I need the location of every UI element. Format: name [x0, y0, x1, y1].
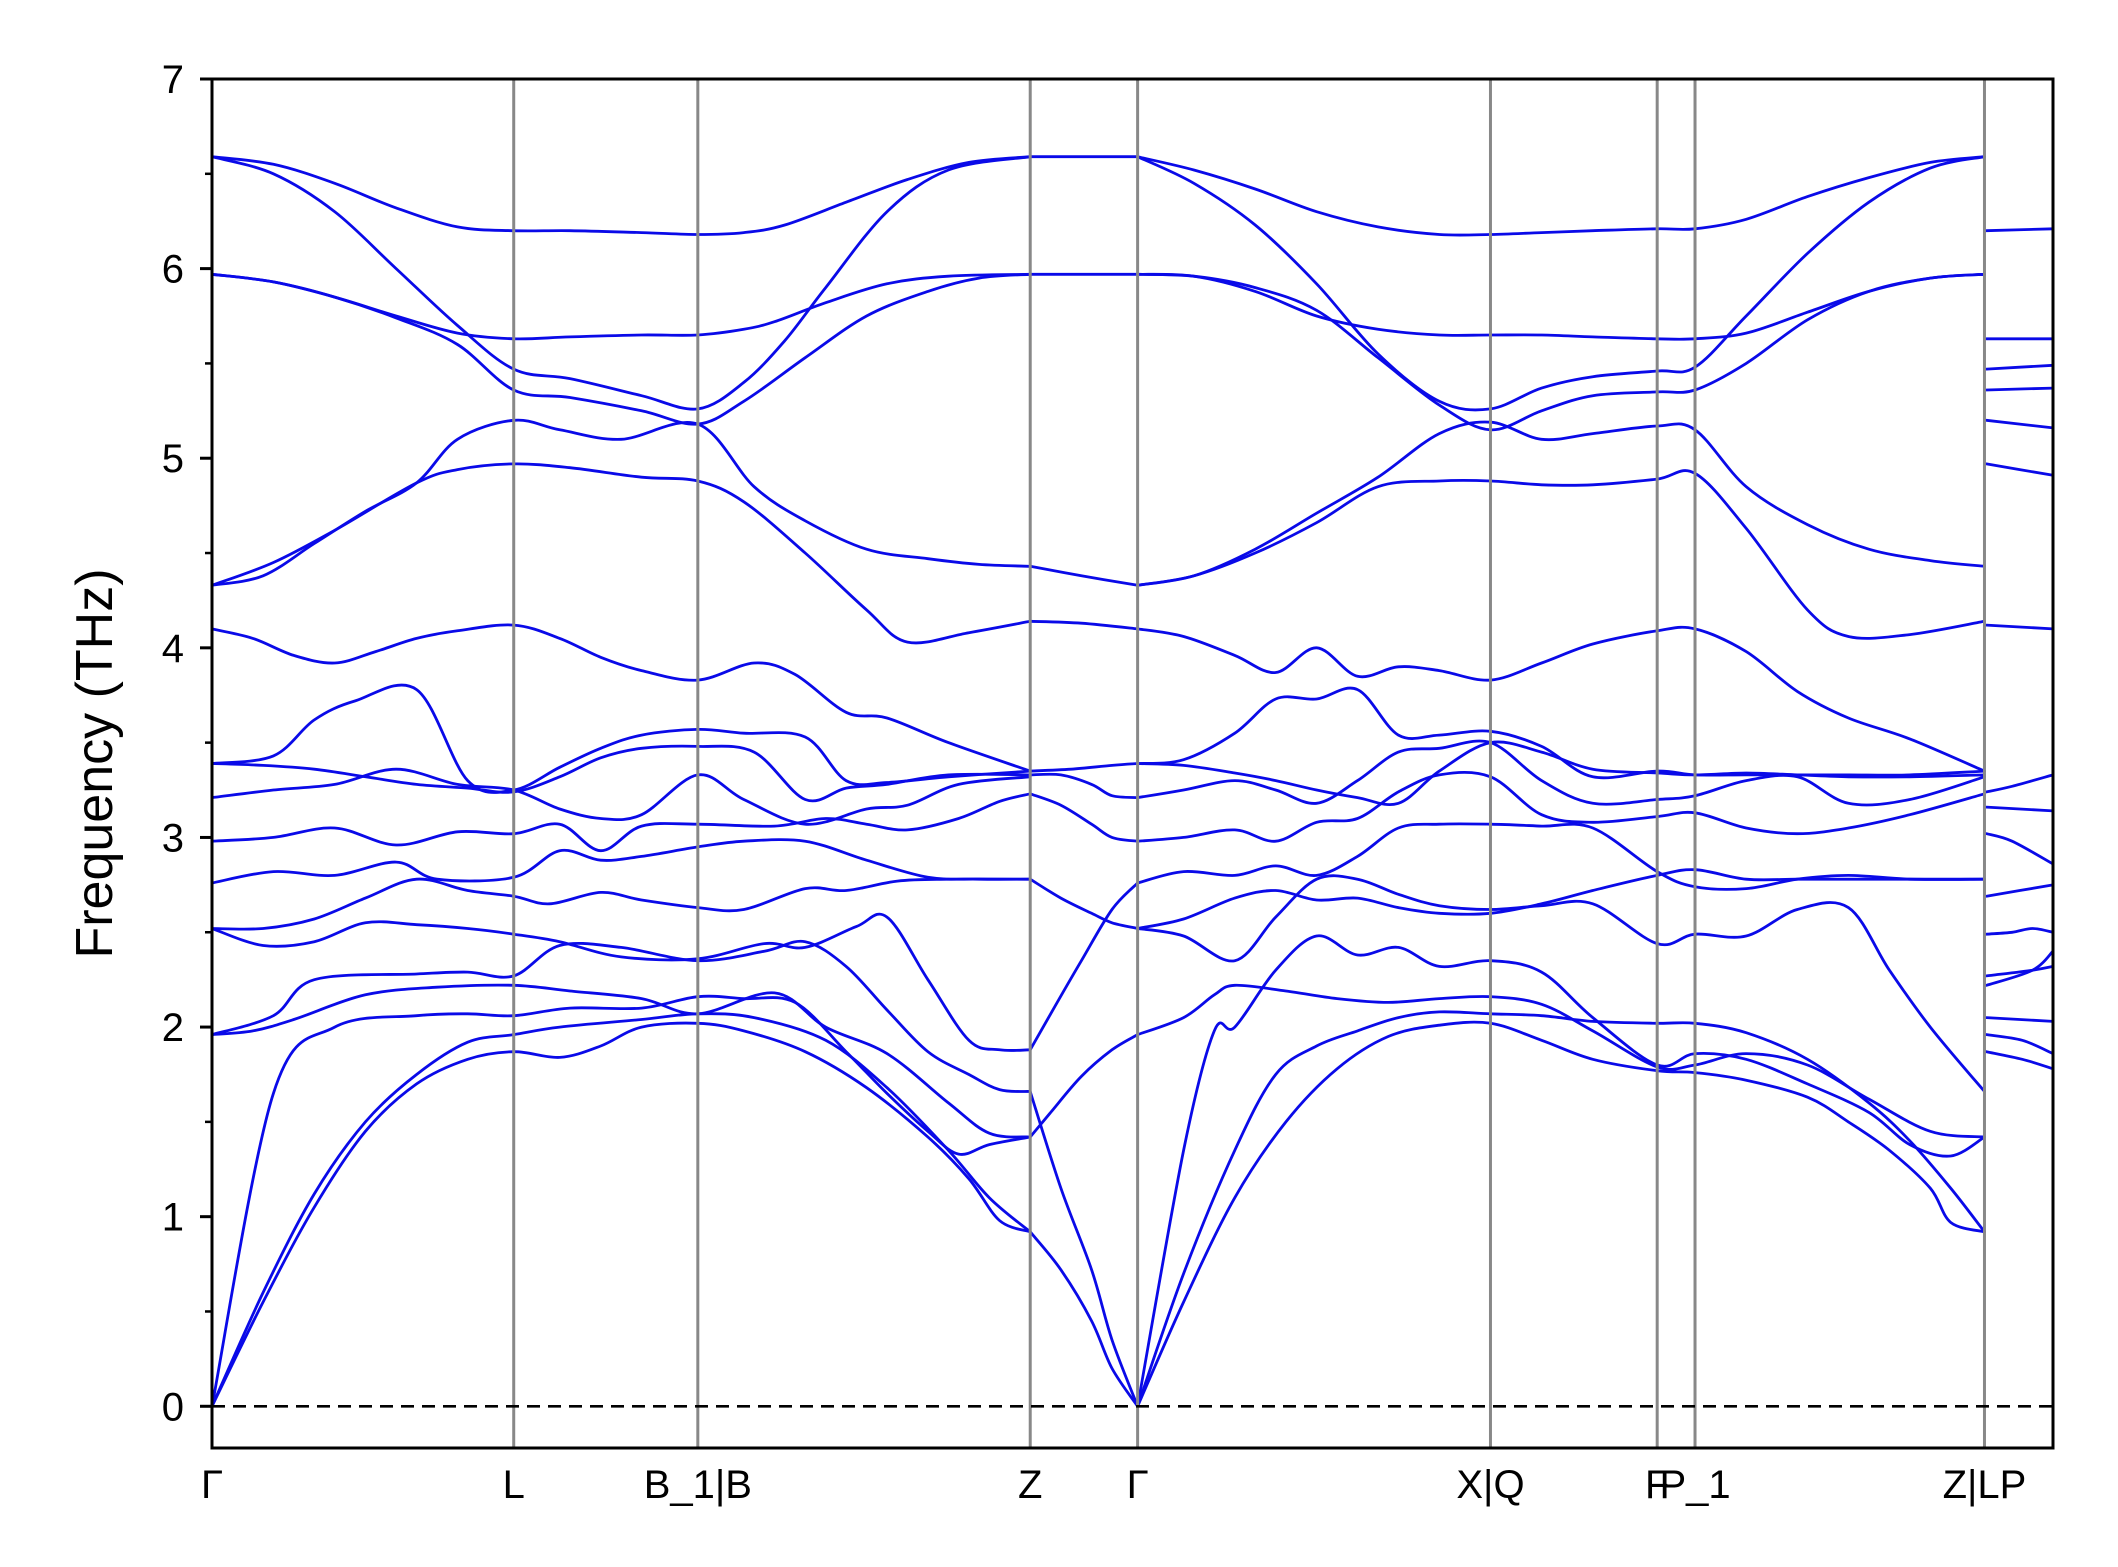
- band-line-19: [210, 155, 1032, 236]
- band-line-49: [1136, 155, 1986, 237]
- x-tick-label-5: Γ: [1127, 1463, 1149, 1507]
- band-line-7: [210, 877, 1032, 931]
- band-line-42: [1136, 686, 1986, 780]
- band-line-29: [1028, 564, 1139, 587]
- band-line-50: [1985, 227, 2055, 233]
- y-axis-ticks: 0 1 2 3 4 5 6 7: [162, 58, 212, 1429]
- band-line-43: [1136, 625, 1986, 773]
- band-line-47: [1136, 272, 1986, 341]
- band-line-9: [210, 792, 1032, 853]
- band-line-15: [210, 418, 1032, 587]
- band-line-61: [1985, 927, 2055, 936]
- y-tick-label-1: 1: [162, 1196, 184, 1240]
- band-line-6: [210, 912, 1032, 1052]
- band-line-17: [210, 272, 1032, 341]
- plot-frame: [210, 77, 2055, 1450]
- band-line-1: [210, 1021, 1032, 1408]
- band-line-64: [1985, 1016, 2055, 1023]
- band-line-35: [1136, 983, 1986, 1139]
- x-axis-tick-labels: Γ L B_1|B Z Γ X|Q FP_1 Z|LP: [201, 1463, 2026, 1507]
- band-line-55: [1985, 462, 2055, 477]
- band-line-57: [1985, 773, 2055, 794]
- y-tick-label-5: 5: [162, 437, 184, 481]
- y-axis-label: Frequency (THz): [66, 568, 124, 958]
- band-line-60: [1985, 883, 2055, 898]
- band-line-24: [1028, 877, 1139, 930]
- band-line-66: [1985, 1050, 2055, 1071]
- band-line-20: [1028, 1230, 1139, 1408]
- band-line-58: [1985, 805, 2055, 813]
- x-tick-label-6: X|Q: [1456, 1463, 1524, 1507]
- x-tick-label-9: Z|LP: [1943, 1463, 2027, 1507]
- band-line-65: [1985, 1033, 2055, 1055]
- band-line-44: [1136, 469, 1986, 640]
- band-line-2: [210, 1012, 1032, 1408]
- band-line-34: [1136, 934, 1986, 1408]
- band-line-39: [1136, 770, 1986, 843]
- x-tick-label-2: L: [503, 1463, 525, 1507]
- band-line-8: [210, 838, 1032, 885]
- band-line-45: [1136, 420, 1986, 587]
- band-line-26: [1028, 772, 1139, 799]
- band-line-28: [1028, 619, 1139, 631]
- y-tick-label-2: 2: [162, 1006, 184, 1050]
- band-line-11: [210, 744, 1032, 803]
- phonon-bands: [210, 155, 2055, 1408]
- x-tick-label-4: Z: [1018, 1463, 1042, 1507]
- band-line-21: [1028, 1090, 1139, 1408]
- band-line-18: [210, 155, 1032, 411]
- band-line-3: [210, 994, 1032, 1408]
- band-line-36: [1136, 874, 1986, 1093]
- band-line-37: [1136, 868, 1986, 930]
- band-line-52: [1985, 363, 2055, 371]
- x-tick-label-1: Γ: [201, 1463, 223, 1507]
- band-line-14: [210, 462, 1032, 645]
- band-line-10: [210, 767, 1032, 826]
- band-line-25: [1028, 792, 1139, 843]
- y-tick-label-4: 4: [162, 627, 184, 671]
- x-tick-label-3: B_1|B: [644, 1463, 752, 1507]
- band-line-4: [210, 983, 1032, 1139]
- band-line-12: [210, 683, 1032, 794]
- band-line-23: [1028, 881, 1139, 1052]
- band-line-56: [1985, 623, 2055, 631]
- high-symmetry-dividers: [512, 79, 1986, 1448]
- y-tick-label-6: 6: [162, 248, 184, 292]
- band-line-54: [1985, 418, 2055, 430]
- band-line-41: [1136, 740, 1986, 806]
- y-tick-label-0: 0: [162, 1385, 184, 1429]
- band-line-40: [1136, 739, 1986, 807]
- y-tick-label-7: 7: [162, 58, 184, 102]
- band-line-38: [1136, 822, 1986, 891]
- band-line-32: [1136, 1020, 1986, 1408]
- band-line-59: [1985, 832, 2055, 866]
- x-tick-label-7: F: [1645, 1463, 1669, 1507]
- band-line-46: [1136, 272, 1986, 432]
- band-line-63: [1985, 949, 2055, 987]
- band-line-13: [210, 623, 1032, 773]
- y-tick-label-3: 3: [162, 816, 184, 860]
- band-line-53: [1985, 386, 2055, 392]
- band-line-48: [1136, 155, 1986, 412]
- band-line-27: [1028, 762, 1139, 773]
- band-line-33: [1136, 1010, 1986, 1408]
- band-line-22: [1028, 1033, 1139, 1139]
- x-tick-label-8: P_1: [1659, 1463, 1730, 1507]
